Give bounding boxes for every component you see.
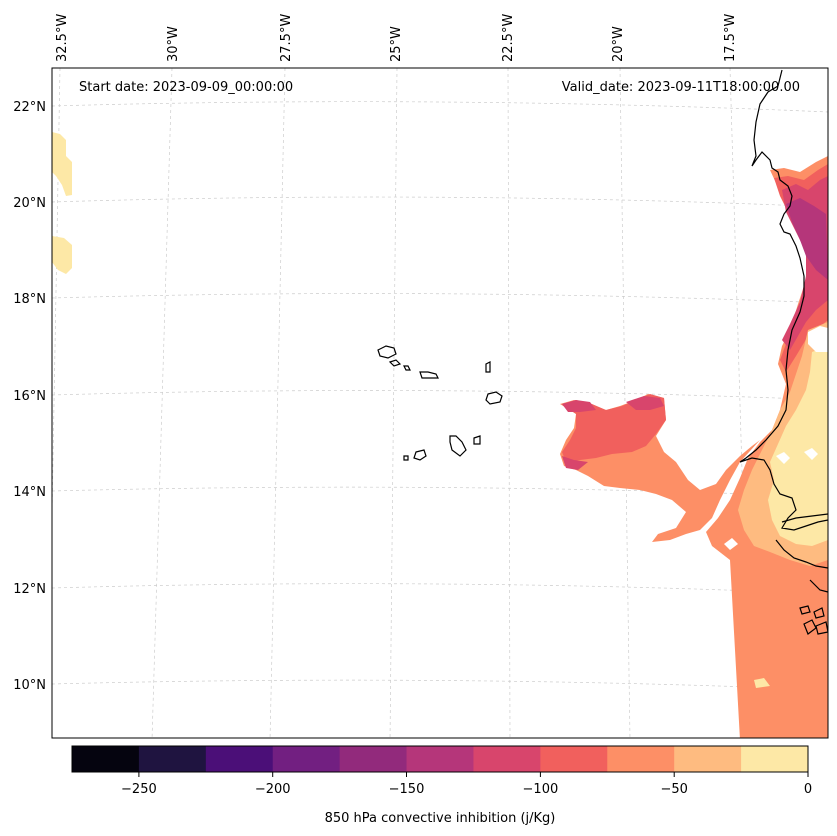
colorbar-segment <box>138 746 207 772</box>
colorbar-segment <box>741 746 809 772</box>
lon-label: 22.5°W <box>501 14 516 62</box>
contour-coast-pink <box>786 198 828 280</box>
guinea-coast <box>809 579 828 593</box>
lon-label: 25°W <box>389 26 404 62</box>
cape-verde-sao-vicente <box>388 359 402 367</box>
colorbar-segment <box>674 746 742 772</box>
bijagos-island-2 <box>813 607 825 619</box>
map-area <box>52 68 828 738</box>
lon-label: 20°W <box>611 26 626 62</box>
colorbar-tick-label: −50 <box>660 782 687 797</box>
colorbar-tick-label: −250 <box>121 782 157 797</box>
lat-label: 14°N <box>13 485 46 500</box>
bijagos-island-4 <box>815 621 828 635</box>
colorbar-segment <box>205 746 274 772</box>
coastlines <box>377 69 828 635</box>
contour-plume-core-3 <box>562 456 588 470</box>
cape-verde-maio <box>473 435 481 445</box>
lat-label: 18°N <box>13 292 46 307</box>
lat-label: 22°N <box>13 100 46 115</box>
contour-coast-pale <box>768 346 828 546</box>
lat-label: 16°N <box>13 389 46 404</box>
lon-label: 30°W <box>166 26 181 62</box>
lon-label: 32.5°W <box>55 14 70 62</box>
colorbar-tick-label: −100 <box>523 782 559 797</box>
gambia-river <box>781 513 828 523</box>
cape-verde-fogo <box>413 449 427 461</box>
cape-verde-sao-nicolau <box>419 371 439 379</box>
colorbar-tick-labels: −250 −200 −150 −100 −50 0 <box>121 782 812 797</box>
colorbar-tick-label: −200 <box>255 782 291 797</box>
lon-label: 27.5°W <box>279 14 294 62</box>
lat-label: 10°N <box>13 678 46 693</box>
contour-patch-south <box>754 678 770 688</box>
contour-plume-core <box>562 400 596 412</box>
guinea-bissau-coast <box>775 539 828 569</box>
contour-patch-west-top <box>52 132 72 196</box>
contour-plume-core-2 <box>626 396 664 410</box>
cape-verde-santo-antao <box>377 345 397 359</box>
colorbar-frame <box>71 745 809 773</box>
lat-label: 12°N <box>13 582 46 597</box>
cape-verde-santa-luzia <box>403 365 411 371</box>
bijagos-island-1 <box>799 605 811 615</box>
valid-date-label: Valid_date: 2023-09-11T18:00:00.00 <box>562 80 800 95</box>
colorbar-title: 850 hPa convective inhibition (j/Kg) <box>325 811 556 826</box>
colorbar-segment <box>607 746 675 772</box>
contour-patch-west-mid <box>52 236 72 274</box>
contour-gap-3 <box>804 448 818 460</box>
colorbar-segment <box>339 746 408 772</box>
cape-verde-sal <box>485 361 491 373</box>
colorbar-ticks <box>138 772 809 777</box>
cape-verde-santiago <box>449 435 467 457</box>
cape-verde-boa-vista <box>485 391 503 405</box>
longitude-labels: 32.5°W 30°W 27.5°W 25°W 22.5°W 20°W 17.5… <box>55 14 738 62</box>
africa-coastline <box>739 69 828 531</box>
start-date-label: Start date: 2023-09-09_00:00:00 <box>79 80 293 95</box>
cin-contours <box>52 132 828 738</box>
contour-gap <box>808 326 828 352</box>
gridlines <box>52 68 828 738</box>
colorbar-segment <box>72 746 140 772</box>
colorbar <box>72 746 809 772</box>
contour-gap-2 <box>776 452 790 464</box>
colorbar-segment <box>406 746 474 772</box>
lat-label: 20°N <box>13 196 46 211</box>
contour-gap-4 <box>724 538 738 550</box>
colorbar-segment <box>540 746 608 772</box>
colorbar-segment <box>473 746 541 772</box>
lon-label: 17.5°W <box>723 14 738 62</box>
colorbar-segment <box>272 746 341 772</box>
colorbar-tick-label: 0 <box>804 782 812 797</box>
map-frame <box>51 67 829 739</box>
colorbar-tick-label: −150 <box>389 782 425 797</box>
latitude-labels: 22°N 20°N 18°N 16°N 14°N 12°N 10°N <box>13 100 46 693</box>
cape-verde-brava <box>403 455 409 461</box>
